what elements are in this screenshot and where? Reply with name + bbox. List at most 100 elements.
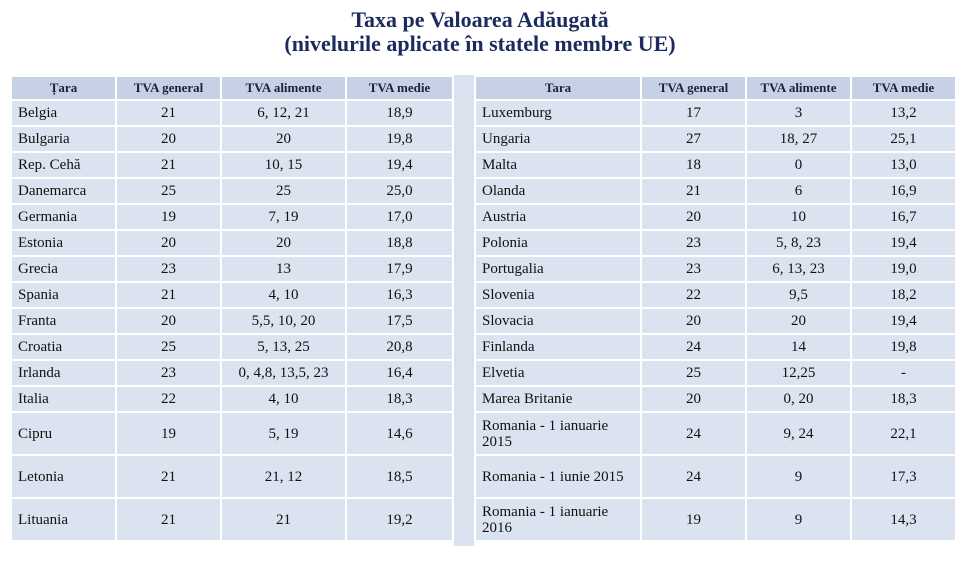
header-vat-average: TVA medie <box>852 77 955 99</box>
vat-average-cell: 19,4 <box>347 153 452 177</box>
vat-food-cell: 9,5 <box>747 283 850 307</box>
vat-average-cell: 16,3 <box>347 283 452 307</box>
vat-food-cell: 20 <box>222 231 345 255</box>
country-cell: Croatia <box>12 335 115 359</box>
table-row: Romania - 1 ianuarie 2016 19 9 14,3 <box>476 499 955 540</box>
country-cell: Portugalia <box>476 257 640 281</box>
table-row: Romania - 1 ianuarie 2015 24 9, 24 22,1 <box>476 413 955 454</box>
country-cell: Ungaria <box>476 127 640 151</box>
vat-food-cell: 6, 13, 23 <box>747 257 850 281</box>
vat-food-cell: 5, 8, 23 <box>747 231 850 255</box>
table-row: Italia 22 4, 10 18,3 <box>12 387 452 411</box>
country-cell: Olanda <box>476 179 640 203</box>
table-separator <box>454 75 474 546</box>
vat-food-cell: 9, 24 <box>747 413 850 454</box>
vat-general-cell: 21 <box>117 499 220 540</box>
table-row: Ungaria 27 18, 27 25,1 <box>476 127 955 151</box>
vat-average-cell: 16,4 <box>347 361 452 385</box>
header-vat-food: TVA alimente <box>747 77 850 99</box>
vat-food-cell: 9 <box>747 456 850 497</box>
vat-average-cell: 18,3 <box>347 387 452 411</box>
country-cell: Lituania <box>12 499 115 540</box>
vat-general-cell: 25 <box>117 335 220 359</box>
vat-general-cell: 21 <box>117 283 220 307</box>
vat-general-cell: 20 <box>117 127 220 151</box>
table-row: Slovenia 22 9,5 18,2 <box>476 283 955 307</box>
country-cell: Elvetia <box>476 361 640 385</box>
page-title: Taxa pe Valoarea Adăugată (nivelurile ap… <box>0 8 960 56</box>
vat-general-cell: 25 <box>642 361 745 385</box>
vat-food-cell: 0, 20 <box>747 387 850 411</box>
vat-general-cell: 24 <box>642 413 745 454</box>
table-row: Franta 20 5,5, 10, 20 17,5 <box>12 309 452 333</box>
vat-general-cell: 20 <box>642 309 745 333</box>
vat-food-cell: 7, 19 <box>222 205 345 229</box>
vat-average-cell: 18,3 <box>852 387 955 411</box>
vat-general-cell: 20 <box>117 231 220 255</box>
vat-general-cell: 27 <box>642 127 745 151</box>
vat-food-cell: 21 <box>222 499 345 540</box>
table-row: Letonia 21 21, 12 18,5 <box>12 456 452 497</box>
table-row: Olanda 21 6 16,9 <box>476 179 955 203</box>
country-cell: Rep. Cehă <box>12 153 115 177</box>
vat-food-cell: 6 <box>747 179 850 203</box>
table-row: Estonia 20 20 18,8 <box>12 231 452 255</box>
vat-food-cell: 10, 15 <box>222 153 345 177</box>
table-row: Portugalia 23 6, 13, 23 19,0 <box>476 257 955 281</box>
country-cell: Irlanda <box>12 361 115 385</box>
header-vat-food: TVA alimente <box>222 77 345 99</box>
vat-food-cell: 5,5, 10, 20 <box>222 309 345 333</box>
vat-average-cell: 13,2 <box>852 101 955 125</box>
vat-food-cell: 18, 27 <box>747 127 850 151</box>
vat-average-cell: 16,9 <box>852 179 955 203</box>
vat-food-cell: 6, 12, 21 <box>222 101 345 125</box>
country-cell: Finlanda <box>476 335 640 359</box>
vat-food-cell: 13 <box>222 257 345 281</box>
country-cell: Marea Britanie <box>476 387 640 411</box>
vat-general-cell: 21 <box>642 179 745 203</box>
country-cell: Luxemburg <box>476 101 640 125</box>
table-row: Finlanda 24 14 19,8 <box>476 335 955 359</box>
vat-average-cell: 22,1 <box>852 413 955 454</box>
table-row: Croatia 25 5, 13, 25 20,8 <box>12 335 452 359</box>
title-line-2: (nivelurile aplicate în statele membre U… <box>284 31 676 56</box>
table-row: Romania - 1 iunie 2015 24 9 17,3 <box>476 456 955 497</box>
vat-average-cell: 17,5 <box>347 309 452 333</box>
table-row: Malta 18 0 13,0 <box>476 153 955 177</box>
country-cell: Franta <box>12 309 115 333</box>
vat-general-cell: 24 <box>642 335 745 359</box>
table-row: Slovacia 20 20 19,4 <box>476 309 955 333</box>
vat-general-cell: 21 <box>117 153 220 177</box>
vat-average-cell: 19,2 <box>347 499 452 540</box>
table-row: Elvetia 25 12,25- <box>476 361 955 385</box>
vat-average-cell: 19,4 <box>852 309 955 333</box>
table-row: Marea Britanie 20 0, 20 18,3 <box>476 387 955 411</box>
vat-average-cell: 20,8 <box>347 335 452 359</box>
vat-food-cell: 25 <box>222 179 345 203</box>
vat-average-cell: 18,8 <box>347 231 452 255</box>
vat-average-cell: 25,1 <box>852 127 955 151</box>
vat-food-cell: 5, 13, 25 <box>222 335 345 359</box>
header-row: Țara TVA general TVA alimente TVA medie <box>12 77 452 99</box>
country-cell: Italia <box>12 387 115 411</box>
vat-average-cell: 13,0 <box>852 153 955 177</box>
vat-average-cell: 18,2 <box>852 283 955 307</box>
vat-average-cell: 16,7 <box>852 205 955 229</box>
country-cell: Romania - 1 ianuarie 2015 <box>476 413 640 454</box>
title-line-1: Taxa pe Valoarea Adăugată <box>351 7 609 32</box>
vat-average-cell: 17,0 <box>347 205 452 229</box>
header-row: Tara TVA general TVA alimente TVA medie <box>476 77 955 99</box>
vat-food-cell: 0, 4,8, 13,5, 23 <box>222 361 345 385</box>
table-row: Polonia 23 5, 8, 23 19,4 <box>476 231 955 255</box>
vat-food-cell: 21, 12 <box>222 456 345 497</box>
vat-general-cell: 22 <box>642 283 745 307</box>
table-row: Grecia 23 13 17,9 <box>12 257 452 281</box>
vat-food-cell: 9 <box>747 499 850 540</box>
country-cell: Romania - 1 iunie 2015 <box>476 456 640 497</box>
vat-general-cell: 23 <box>642 257 745 281</box>
vat-general-cell: 19 <box>117 205 220 229</box>
country-cell: Bulgaria <box>12 127 115 151</box>
vat-food-cell: 4, 10 <box>222 283 345 307</box>
header-vat-general: TVA general <box>642 77 745 99</box>
vat-general-cell: 22 <box>117 387 220 411</box>
